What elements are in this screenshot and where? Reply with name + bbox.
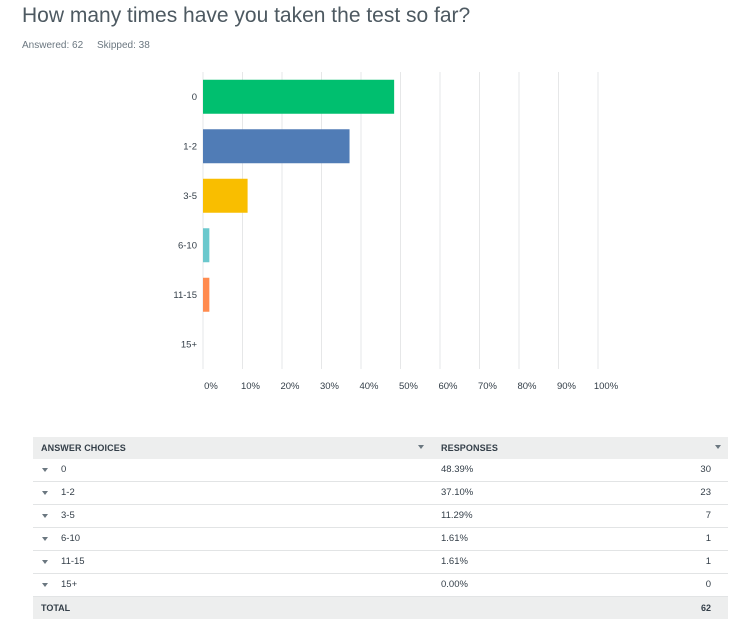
sort-responses-icon[interactable] <box>715 445 721 449</box>
total-count: 62 <box>700 603 711 613</box>
x-tick-label: 10% <box>241 381 261 392</box>
answer-choice: 15+ <box>61 579 78 590</box>
bar[interactable] <box>203 79 395 114</box>
response-percent: 1.61% <box>441 533 468 544</box>
chart-x-ticks: 0% 10% 20% 30% 40% 50% 60% 70% 80% 90% 100% <box>204 381 619 392</box>
y-category-label: 11-15 <box>173 290 197 301</box>
response-count: 7 <box>705 510 711 521</box>
answer-choice: 11-15 <box>61 556 85 567</box>
table-header: ANSWER CHOICES RESPONSES <box>33 437 728 459</box>
response-percent: 0.00% <box>441 579 468 590</box>
response-percent: 48.39% <box>441 464 474 475</box>
answer-choice: 6-10 <box>61 533 81 544</box>
x-tick-label: 70% <box>478 381 498 392</box>
x-tick-label: 60% <box>438 381 458 392</box>
table-row: 0 48.39% 30 <box>33 459 728 482</box>
sort-choices-icon[interactable] <box>418 445 424 449</box>
y-category-label: 15+ <box>181 339 198 350</box>
response-percent: 1.61% <box>441 556 468 567</box>
chart-y-labels: 0 1-2 3-5 6-10 11-15 15+ <box>173 92 197 351</box>
bar[interactable] <box>203 129 350 164</box>
x-tick-label: 0% <box>204 381 218 392</box>
header-answer-choices[interactable]: ANSWER CHOICES <box>41 443 126 453</box>
x-tick-label: 30% <box>320 381 340 392</box>
answer-choice: 0 <box>61 464 67 475</box>
bar-chart: 0 1-2 3-5 6-10 11-15 15+ 0% 10% 20% 30% 40% 50% 60%… <box>173 72 619 392</box>
expand-caret-icon[interactable] <box>42 514 48 518</box>
chart-grid <box>202 72 599 369</box>
x-tick-label: 50% <box>399 381 419 392</box>
response-count: 30 <box>700 464 711 475</box>
expand-caret-icon[interactable] <box>42 583 48 587</box>
response-count: 0 <box>705 579 711 590</box>
y-category-label: 6-10 <box>178 240 197 251</box>
response-count: 23 <box>700 487 711 498</box>
expand-caret-icon[interactable] <box>42 560 48 564</box>
table-row: 1-2 37.10% 23 <box>33 482 728 505</box>
response-percent: 37.10% <box>441 487 474 498</box>
expand-caret-icon[interactable] <box>42 491 48 495</box>
answered-count: Answered: 62 <box>22 40 84 51</box>
y-category-label: 3-5 <box>183 191 197 202</box>
expand-caret-icon[interactable] <box>42 537 48 541</box>
responses-table: ANSWER CHOICES RESPONSES 0 48.39% 30 1-2 37.… <box>33 437 728 619</box>
response-count: 1 <box>705 533 711 544</box>
y-category-label: 0 <box>192 92 197 103</box>
response-percent: 11.29% <box>441 510 473 521</box>
table-total-row: TOTAL 62 <box>33 597 728 619</box>
table-row: 6-10 1.61% 1 <box>33 528 728 551</box>
bar[interactable] <box>203 178 248 213</box>
x-tick-label: 20% <box>280 381 300 392</box>
question-title: How many times have you taken the test s… <box>22 4 471 27</box>
x-tick-label: 100% <box>594 381 619 392</box>
table-body: 0 48.39% 30 1-2 37.10% 23 3-5 11.29% 7 6-10 1.61% 1… <box>33 459 728 597</box>
y-category-label: 1-2 <box>183 141 197 152</box>
x-tick-label: 90% <box>557 381 577 392</box>
x-tick-label: 40% <box>359 381 379 392</box>
x-tick-label: 80% <box>517 381 537 392</box>
table-row: 11-15 1.61% 1 <box>33 551 728 574</box>
total-label: TOTAL <box>41 603 71 613</box>
table-row: 15+ 0.00% 0 <box>33 574 728 597</box>
response-count: 1 <box>705 556 711 567</box>
response-stats: Answered: 62 Skipped: 38 <box>22 40 150 51</box>
table-row: 3-5 11.29% 7 <box>33 505 728 528</box>
bar[interactable] <box>203 277 210 312</box>
skipped-count: Skipped: 38 <box>96 40 150 51</box>
chart-bars <box>203 79 395 312</box>
expand-caret-icon[interactable] <box>42 468 48 472</box>
bar[interactable] <box>203 228 210 263</box>
answer-choice: 3-5 <box>61 510 75 521</box>
header-responses[interactable]: RESPONSES <box>441 443 498 453</box>
answer-choice: 1-2 <box>61 487 75 498</box>
